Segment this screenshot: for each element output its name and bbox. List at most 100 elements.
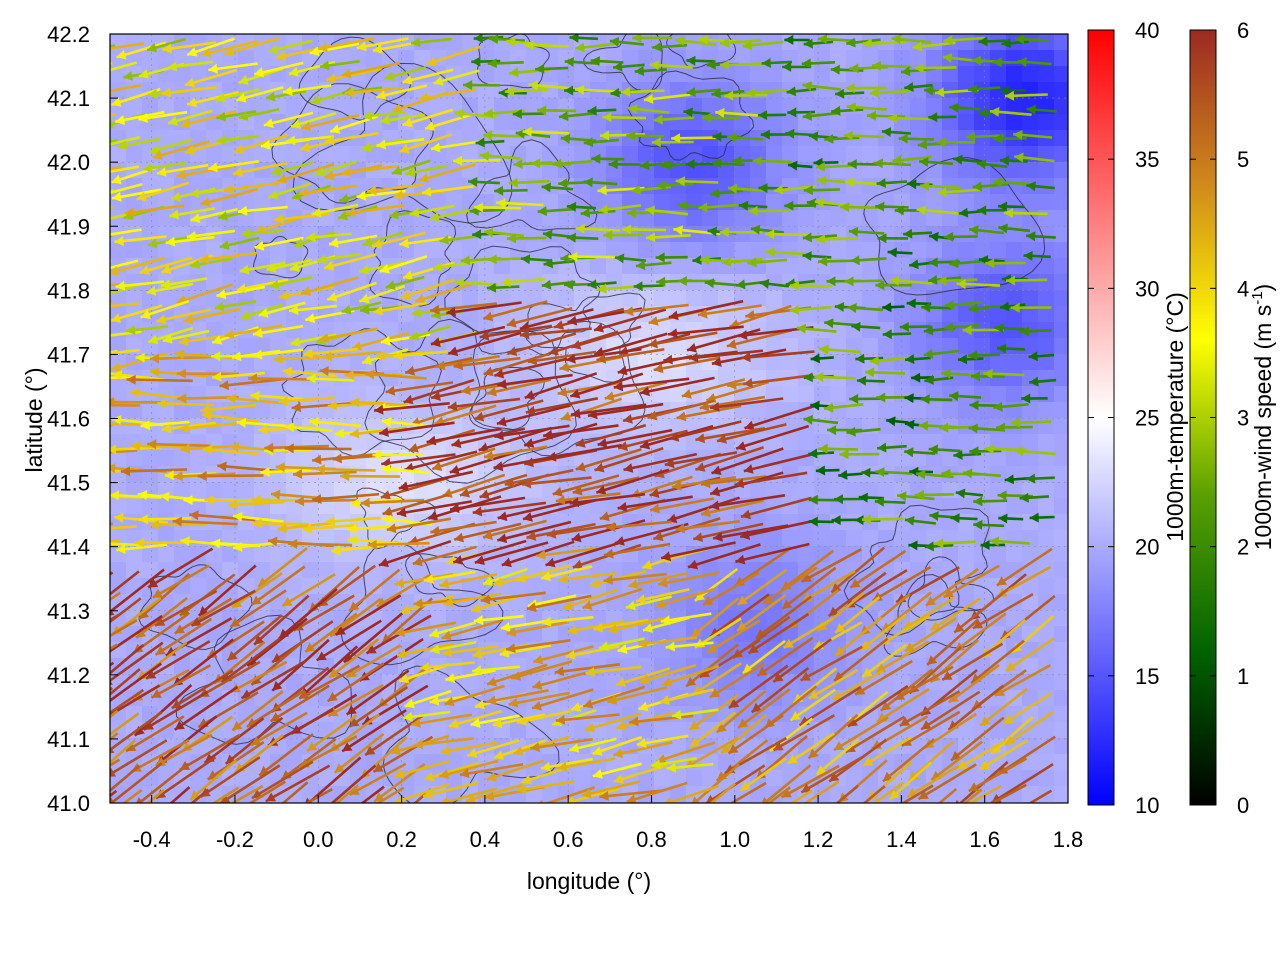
temperature-cell (1038, 402, 1055, 419)
wind-arrow (309, 42, 360, 57)
temperature-cell (174, 546, 191, 563)
wind-arrow (465, 783, 523, 803)
temperature-cell (878, 610, 895, 627)
wind-arrow (379, 421, 455, 437)
temperature-cell (606, 722, 623, 739)
temperature-cell (1006, 802, 1023, 803)
wind-arrow (524, 372, 598, 400)
wind-arrow (216, 285, 266, 300)
temperature-cell (574, 578, 591, 595)
wind-arrow (278, 396, 335, 407)
wind-arrow (201, 39, 258, 58)
wind-arrow (739, 519, 815, 540)
wind-arrow (602, 112, 647, 123)
temperature-cell (894, 386, 911, 403)
temperature-cell (382, 242, 399, 259)
wind-arrow (430, 302, 497, 315)
wind-arrow (527, 350, 597, 366)
wind-arrow (606, 686, 668, 705)
wind-arrow (147, 439, 211, 450)
wind-arrow (452, 155, 501, 166)
temperature-cell (654, 226, 671, 243)
temperature-cell (670, 530, 687, 547)
temperature-cell (622, 802, 639, 803)
wind-arrow (238, 107, 280, 121)
wind-arrow (702, 571, 760, 607)
wind-arrow (983, 368, 1025, 379)
wind-arrow (919, 157, 953, 167)
wind-arrow (950, 513, 978, 524)
wind-arrow (453, 522, 522, 543)
temperature-cell (1022, 642, 1039, 659)
wind-arrow (882, 329, 912, 340)
wind-arrow (1029, 376, 1057, 387)
wind-arrow (1026, 231, 1056, 242)
temperature-cell (398, 562, 415, 579)
temperature-cell (110, 786, 127, 803)
temperature-cell (798, 482, 815, 499)
temperature-cell (510, 178, 527, 195)
temperature-cell (158, 770, 175, 787)
temperature-cell (494, 130, 511, 147)
temperature-cell (606, 562, 623, 579)
temperature-cell (366, 562, 383, 579)
wind-arrow (803, 414, 839, 425)
wind-arrow (953, 588, 1009, 634)
wind-arrow (628, 571, 689, 590)
temperature-cell (830, 210, 847, 227)
wind-arrow (968, 757, 1028, 793)
temperature-cell (254, 210, 271, 227)
temperature-cell (334, 146, 351, 163)
temperature-cell (366, 802, 383, 803)
wind-arrow (300, 276, 359, 296)
temperature-cell (878, 338, 895, 355)
wind-arrow (898, 133, 934, 144)
temperature-cell (718, 274, 735, 291)
temperature-cell (366, 50, 383, 67)
temperature-cell (1006, 450, 1023, 467)
wind-arrow (522, 126, 570, 137)
temperature-cell (702, 210, 719, 227)
temperature-cell (142, 802, 159, 803)
wind-arrow (146, 37, 187, 53)
temperature-cell (574, 66, 591, 83)
colorbar-tick-label: 5 (1237, 147, 1249, 172)
wind-arrow (162, 329, 210, 344)
temperature-cell (462, 578, 479, 595)
wind-arrow (660, 541, 736, 562)
temperature-cell (158, 386, 175, 403)
wind-arrow (176, 368, 240, 379)
wind-arrow (876, 178, 908, 188)
temperature-cell (990, 562, 1007, 579)
temperature-cell (1054, 594, 1068, 611)
temperature-cell (1054, 306, 1068, 323)
temperature-cell (846, 802, 863, 803)
temperature-cell (270, 546, 287, 563)
wind-arrow (176, 165, 235, 180)
temperature-cell (622, 658, 639, 675)
wind-arrow (531, 688, 594, 711)
wind-arrow (877, 442, 907, 453)
colorbar-tick-label: 40 (1135, 18, 1159, 43)
temperature-cell (1038, 802, 1055, 803)
temperature-cell (894, 98, 911, 115)
wind-arrow (219, 764, 281, 803)
temperature-cell (734, 50, 751, 67)
wind-arrow (869, 355, 912, 366)
wind-arrow (709, 494, 786, 511)
temperature-cell (846, 114, 863, 131)
wind-arrow (873, 158, 911, 169)
wind-arrow (303, 347, 358, 359)
temperature-cell (798, 98, 815, 115)
wind-arrow (772, 638, 832, 683)
wind-arrow (356, 189, 406, 201)
wind-arrow (700, 475, 767, 489)
temperature-cell (206, 738, 223, 755)
wind-label-sup: -1 (1249, 291, 1266, 304)
temperature-cell (686, 114, 703, 131)
temperature-cell (814, 242, 831, 259)
temperature-cell (478, 66, 495, 83)
temperature-cell (974, 802, 991, 803)
wind-arrow (316, 619, 382, 662)
temperature-cell (846, 290, 863, 307)
